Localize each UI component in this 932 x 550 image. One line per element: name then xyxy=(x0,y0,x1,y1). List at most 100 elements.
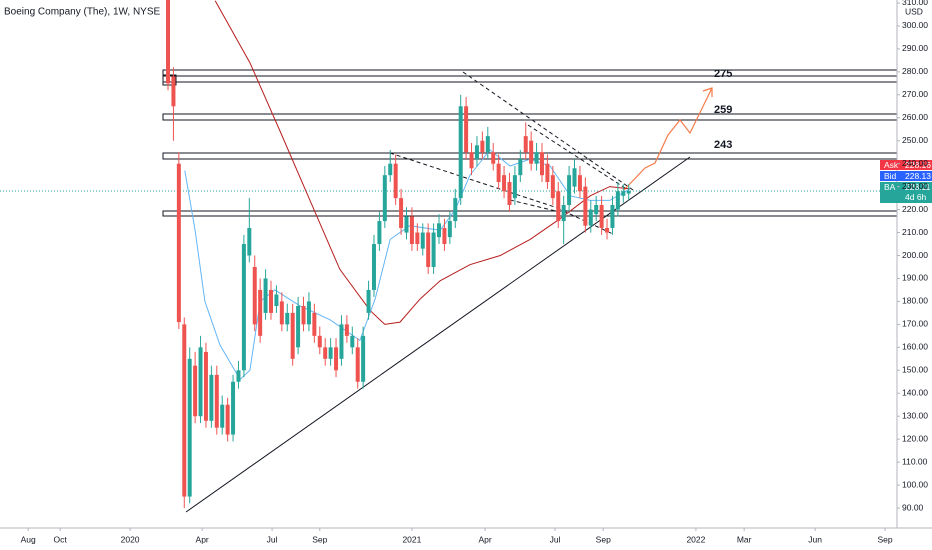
channel-line xyxy=(389,152,571,213)
candle-body xyxy=(247,227,252,256)
y-tick-label: 190.00 xyxy=(902,273,928,283)
x-tick-label: Jul xyxy=(267,534,278,544)
ask-badge xyxy=(880,160,932,170)
candle-body xyxy=(252,266,257,325)
y-tick-label: 100.00 xyxy=(902,479,928,489)
candle-body xyxy=(377,221,382,245)
candle-body xyxy=(539,152,544,176)
x-tick-label: Aug xyxy=(21,534,36,544)
candle-body xyxy=(241,244,246,371)
y-tick-label: 250.00 xyxy=(902,135,928,145)
y-tick-label: 140.00 xyxy=(902,387,928,397)
trendline xyxy=(185,156,691,513)
bid-badge xyxy=(880,171,932,181)
y-tick-label: 130.00 xyxy=(902,410,928,420)
candle-body xyxy=(610,205,615,228)
y-tick-label: 170.00 xyxy=(902,319,928,329)
candle-body xyxy=(431,232,436,267)
candle-body xyxy=(279,301,284,325)
candle-body xyxy=(572,168,577,187)
candle-body xyxy=(404,216,409,233)
x-tick-label: 2021 xyxy=(402,534,421,544)
level-label: 259 xyxy=(714,104,732,116)
chart-title: Boeing Company (The), 1W, NYSE xyxy=(4,7,161,18)
candle-body xyxy=(301,306,306,325)
y-tick-label: 150.00 xyxy=(902,365,928,375)
y-tick-label: 210.00 xyxy=(902,227,928,237)
candle-body xyxy=(399,198,404,228)
ask-label: Ask xyxy=(884,160,899,170)
candle-body xyxy=(203,351,208,421)
candle-body xyxy=(491,152,496,164)
candle-body xyxy=(176,163,181,323)
y-tick-label: 260.00 xyxy=(902,112,928,122)
candle-body xyxy=(198,347,203,417)
candle-body xyxy=(545,163,550,183)
candle-body xyxy=(496,163,501,183)
candle-body xyxy=(480,140,485,153)
ask-value: 228.16 xyxy=(905,160,931,170)
candle-body xyxy=(258,289,263,336)
candle-body xyxy=(323,347,328,359)
candle-body xyxy=(236,370,241,382)
candle-body xyxy=(166,0,171,84)
y-tick-label: 290.00 xyxy=(902,43,928,53)
candle-body xyxy=(388,163,393,176)
x-tick-label: Apr xyxy=(478,534,491,544)
x-tick-label: 2022 xyxy=(686,534,705,544)
candle-body xyxy=(231,381,236,435)
candle-body xyxy=(512,175,517,199)
candle-body xyxy=(214,374,219,428)
channel-line xyxy=(509,199,561,213)
y-tick-label: 160.00 xyxy=(902,342,928,352)
y-tick-label: 200.00 xyxy=(902,250,928,260)
candle-body xyxy=(371,244,376,290)
candle-body xyxy=(426,232,431,267)
candle-body xyxy=(415,232,420,245)
candle-body xyxy=(355,347,360,382)
x-tick-label: Sep xyxy=(878,534,893,544)
candle-body xyxy=(409,216,414,245)
candle-body xyxy=(556,191,561,222)
candle-body xyxy=(393,163,398,199)
bid-value: 228.13 xyxy=(905,171,931,181)
plot-area xyxy=(0,0,897,509)
candle-body xyxy=(550,175,555,199)
candle-body xyxy=(350,335,355,348)
y-tick-label: 110.00 xyxy=(902,456,928,466)
candle-body xyxy=(361,335,366,382)
candle-body xyxy=(485,136,490,153)
y-tick-label: 240.00 xyxy=(902,158,928,168)
candle-body xyxy=(583,186,588,226)
candle-body xyxy=(290,312,295,359)
candle-body xyxy=(523,136,528,153)
candle-body xyxy=(263,278,268,313)
candle-body xyxy=(507,182,512,206)
candle-body xyxy=(344,324,349,336)
candle-body xyxy=(442,227,447,245)
candle-body xyxy=(621,191,626,196)
candle-body xyxy=(171,76,176,107)
zone-218 xyxy=(162,210,897,217)
level-label: 275 xyxy=(714,68,732,80)
y-tick-label: 220.00 xyxy=(902,204,928,214)
x-tick-label: Oct xyxy=(54,534,68,544)
last-badge xyxy=(880,182,932,203)
zone-259 xyxy=(162,113,897,121)
candle-body xyxy=(274,294,279,307)
symbol-label: BA xyxy=(884,182,896,192)
candle-body xyxy=(588,209,593,226)
moving-average xyxy=(184,149,631,381)
projection-arrow xyxy=(623,87,713,191)
candle-body xyxy=(458,106,463,199)
candle-body xyxy=(518,159,523,176)
candle-body xyxy=(534,152,539,164)
last-value: 228.11 xyxy=(905,182,931,192)
quote-badges: Ask 228.16 Bid 228.13 BA 228.11 4d 6h xyxy=(880,160,932,203)
bid-label: Bid xyxy=(884,171,897,181)
candle-body xyxy=(312,312,317,336)
level-label: 243 xyxy=(714,139,732,151)
y-tick-label: 280.00 xyxy=(902,66,928,76)
y-tick-label: 300.00 xyxy=(902,20,928,30)
